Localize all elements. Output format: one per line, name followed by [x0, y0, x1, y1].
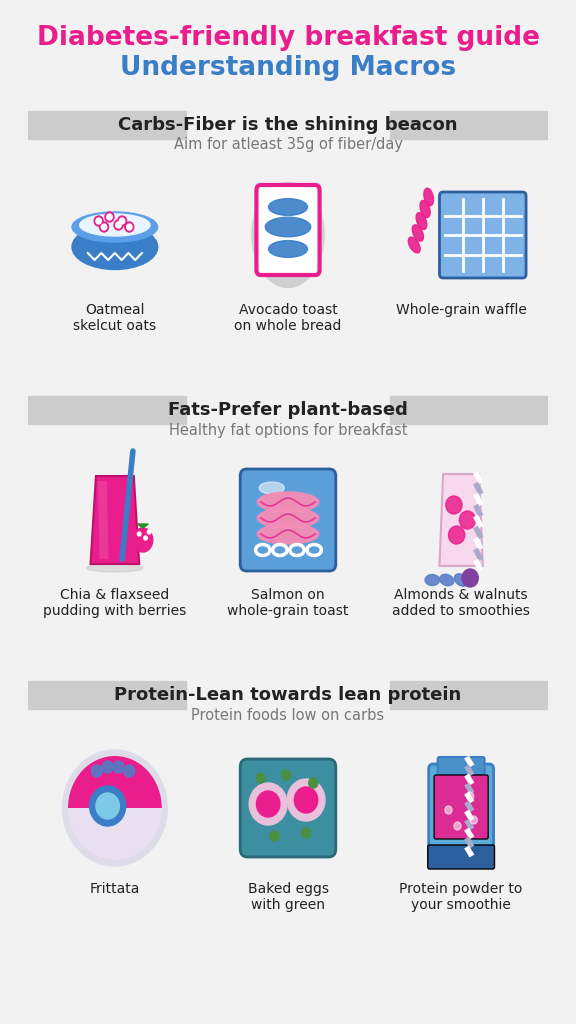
Circle shape [119, 218, 125, 224]
Ellipse shape [454, 573, 468, 586]
Circle shape [467, 792, 473, 800]
Circle shape [92, 765, 103, 777]
Ellipse shape [133, 528, 153, 552]
Ellipse shape [72, 224, 158, 269]
Ellipse shape [87, 564, 143, 572]
Circle shape [105, 212, 114, 222]
Circle shape [470, 816, 478, 824]
Ellipse shape [439, 574, 454, 586]
Bar [390, 681, 548, 709]
Circle shape [249, 783, 287, 825]
Polygon shape [98, 481, 108, 559]
Circle shape [100, 222, 108, 232]
Text: Understanding Macros: Understanding Macros [120, 55, 456, 81]
Ellipse shape [266, 217, 310, 237]
FancyBboxPatch shape [438, 757, 484, 775]
Circle shape [454, 822, 461, 830]
Text: Chia & flaxseed
pudding with berries: Chia & flaxseed pudding with berries [43, 588, 187, 618]
Text: Healthy fat options for breakfast: Healthy fat options for breakfast [169, 423, 407, 437]
FancyBboxPatch shape [434, 775, 488, 839]
Ellipse shape [408, 238, 420, 253]
FancyBboxPatch shape [429, 764, 494, 862]
FancyBboxPatch shape [240, 759, 336, 857]
FancyBboxPatch shape [256, 185, 320, 275]
Circle shape [294, 787, 318, 813]
Circle shape [96, 793, 119, 819]
Ellipse shape [257, 524, 319, 544]
Text: Protein foods low on carbs: Protein foods low on carbs [191, 708, 385, 723]
Ellipse shape [412, 225, 423, 242]
Circle shape [94, 216, 103, 226]
Text: Whole-grain waffle: Whole-grain waffle [396, 303, 526, 317]
Bar [28, 396, 186, 424]
Text: Protein-Lean towards lean protein: Protein-Lean towards lean protein [115, 686, 461, 705]
Circle shape [96, 218, 101, 224]
Circle shape [309, 778, 318, 788]
Circle shape [462, 569, 478, 587]
Ellipse shape [424, 188, 434, 206]
Circle shape [147, 530, 151, 534]
Polygon shape [90, 476, 139, 564]
Text: Salmon on
whole-grain toast: Salmon on whole-grain toast [228, 588, 348, 618]
Text: Oatmeal
skelcut oats: Oatmeal skelcut oats [73, 303, 157, 333]
Ellipse shape [420, 201, 430, 218]
Ellipse shape [252, 182, 324, 288]
Circle shape [125, 222, 134, 232]
Ellipse shape [425, 574, 439, 586]
Circle shape [124, 765, 135, 777]
Circle shape [113, 761, 124, 773]
Bar [390, 111, 548, 139]
Circle shape [446, 496, 462, 514]
Ellipse shape [257, 508, 319, 528]
Bar [28, 111, 186, 139]
Circle shape [256, 791, 280, 817]
Circle shape [256, 773, 266, 783]
Text: Fats-Prefer plant-based: Fats-Prefer plant-based [168, 401, 408, 419]
Ellipse shape [72, 212, 158, 242]
Text: Frittata: Frittata [90, 882, 140, 896]
Ellipse shape [416, 213, 427, 229]
Bar [28, 681, 186, 709]
FancyBboxPatch shape [439, 193, 526, 278]
Circle shape [90, 786, 126, 826]
Polygon shape [138, 524, 148, 528]
Circle shape [282, 770, 291, 780]
Circle shape [101, 224, 107, 230]
FancyBboxPatch shape [428, 845, 495, 869]
Bar [390, 396, 548, 424]
Circle shape [118, 216, 127, 226]
Wedge shape [68, 756, 162, 808]
Circle shape [107, 214, 112, 220]
Circle shape [459, 511, 476, 529]
Circle shape [287, 779, 325, 821]
Circle shape [301, 828, 310, 838]
Text: Baked eggs
with green: Baked eggs with green [248, 882, 328, 912]
Text: Almonds & walnuts
added to smoothies: Almonds & walnuts added to smoothies [392, 588, 530, 618]
Circle shape [127, 224, 132, 230]
Text: Aim for atleast 35g of fiber/day: Aim for atleast 35g of fiber/day [173, 137, 403, 153]
Ellipse shape [259, 482, 285, 494]
Circle shape [445, 806, 452, 814]
Ellipse shape [257, 492, 319, 512]
Circle shape [144, 536, 147, 540]
Ellipse shape [268, 241, 308, 257]
Wedge shape [68, 808, 162, 860]
FancyBboxPatch shape [240, 469, 336, 571]
Text: Avocado toast
on whole bread: Avocado toast on whole bread [234, 303, 342, 333]
Ellipse shape [79, 214, 150, 236]
Circle shape [103, 761, 113, 773]
Circle shape [449, 526, 465, 544]
Circle shape [63, 750, 167, 866]
Text: Protein powder to
your smoothie: Protein powder to your smoothie [399, 882, 523, 912]
Text: Carbs-Fiber is the shining beacon: Carbs-Fiber is the shining beacon [118, 116, 458, 134]
Text: Diabetes-friendly breakfast guide: Diabetes-friendly breakfast guide [36, 25, 540, 51]
Circle shape [270, 831, 279, 841]
Circle shape [138, 532, 141, 536]
Circle shape [116, 222, 121, 228]
Ellipse shape [268, 199, 308, 215]
Polygon shape [439, 474, 483, 566]
Circle shape [114, 220, 123, 230]
